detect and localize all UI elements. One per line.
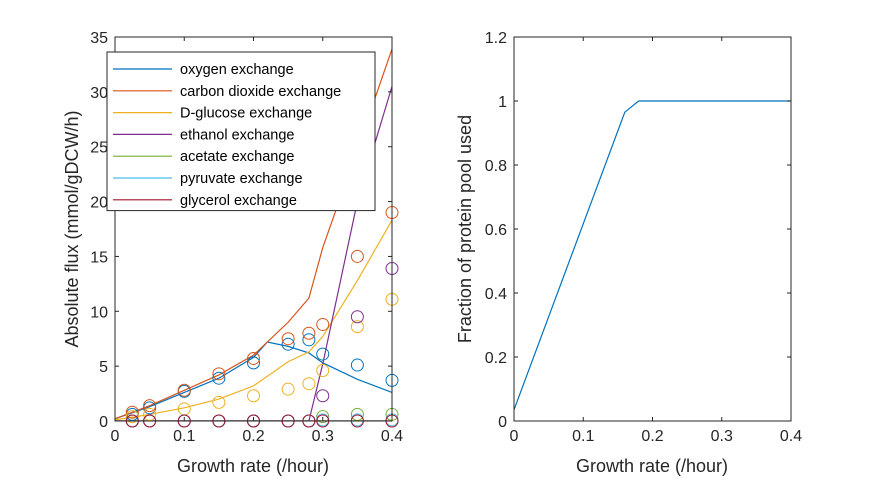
left-ytick-label: 20 — [90, 195, 108, 212]
right-xtick-label: 0.1 — [572, 428, 594, 445]
left-ytick-label: 25 — [90, 140, 108, 157]
left-xtick-label: 0.3 — [312, 428, 334, 445]
left-ytick-label: 10 — [90, 304, 108, 321]
left-xlabel: Growth rate (/hour) — [177, 456, 329, 476]
left-xtick-label: 0 — [111, 428, 120, 445]
left-series-0-marker — [247, 356, 260, 370]
left-series-0-marker — [302, 333, 316, 347]
legend-box — [106, 51, 376, 212]
left-series-1-marker — [212, 367, 226, 381]
left-series-1-marker — [302, 326, 316, 340]
right-xlabel: Growth rate (/hour) — [576, 456, 728, 476]
left-series-0-marker — [212, 371, 226, 385]
left-ytick-label: 0 — [99, 414, 108, 431]
left-ytick-label: 15 — [90, 249, 108, 266]
right-series-line-0 — [514, 100, 791, 411]
right-ytick-label: 1 — [498, 94, 507, 111]
right-ytick-label: 0.2 — [485, 350, 507, 367]
left-series-0-marker — [350, 358, 364, 372]
left-series-1-marker — [125, 405, 139, 419]
legend-entry-1: carbon dioxide exchange — [180, 84, 341, 100]
left-chart: Growth rate (/hour) Absolute flux (mmol/… — [62, 30, 403, 476]
legend-entry-2: D-glucose exchange — [180, 106, 312, 122]
left-legend: oxygen exchange carbon dioxide exchange D-… — [106, 51, 376, 212]
left-series-1-marker — [281, 332, 295, 346]
left-series-2-marker — [143, 407, 157, 421]
left-series-1-marker — [247, 351, 260, 365]
left-series-1-marker — [350, 249, 364, 263]
legend-entry-5: pyruvate exchange — [180, 171, 303, 187]
left-series-3-marker — [316, 389, 330, 403]
left-ytick-label: 5 — [99, 359, 108, 376]
left-series-1-marker — [143, 399, 157, 413]
right-ytick-label: 0 — [498, 414, 507, 431]
right-xtick-label: 0.3 — [711, 428, 733, 445]
right-ylabel: Fraction of protein pool used — [455, 115, 475, 343]
left-series-1-marker — [177, 383, 191, 397]
left-xtick-label: 0.1 — [173, 428, 195, 445]
legend-entry-4: acetate exchange — [180, 149, 294, 165]
left-series-line-2 — [115, 219, 392, 421]
legend-entry-6: glycerol exchange — [180, 193, 297, 209]
right-ytick-label: 0.6 — [485, 222, 507, 239]
left-series-2-marker — [281, 382, 295, 396]
left-series-1-marker — [316, 317, 330, 331]
left-series-2-marker — [125, 410, 139, 424]
left-xtick-label: 0.2 — [242, 428, 264, 445]
right-ytick-label: 0.8 — [485, 158, 507, 175]
legend-entry-3: ethanol exchange — [180, 127, 295, 143]
left-series-2-marker — [247, 389, 260, 403]
legend-entry-0: oxygen exchange — [180, 62, 294, 78]
left-series-4-marker — [316, 410, 330, 424]
right-ytick-label: 1.2 — [485, 30, 507, 47]
left-xtick-label: 0.4 — [381, 428, 403, 445]
left-series-2-marker — [212, 395, 226, 409]
left-series-2-marker — [302, 377, 316, 391]
left-series-4-marker — [350, 407, 364, 421]
left-series-3-marker — [350, 310, 364, 324]
left-series-2-marker — [316, 364, 330, 378]
left-series-0-marker — [316, 347, 330, 361]
right-xtick-label: 0 — [510, 428, 519, 445]
left-ylabel: Absolute flux (mmol/gDCW/h) — [62, 110, 82, 347]
left-ytick-label: 35 — [90, 30, 108, 47]
left-series-line-3 — [115, 86, 392, 421]
right-plot-data — [514, 100, 791, 411]
right-xtick-label: 0.2 — [641, 428, 663, 445]
left-series-0-marker — [281, 337, 295, 351]
left-ytick-label: 30 — [90, 85, 108, 102]
right-ytick-label: 0.4 — [485, 286, 507, 303]
left-series-2-marker — [350, 320, 364, 334]
right-chart: Growth rate (/hour) Fraction of protein … — [455, 30, 802, 476]
right-xtick-label: 0.4 — [780, 428, 802, 445]
